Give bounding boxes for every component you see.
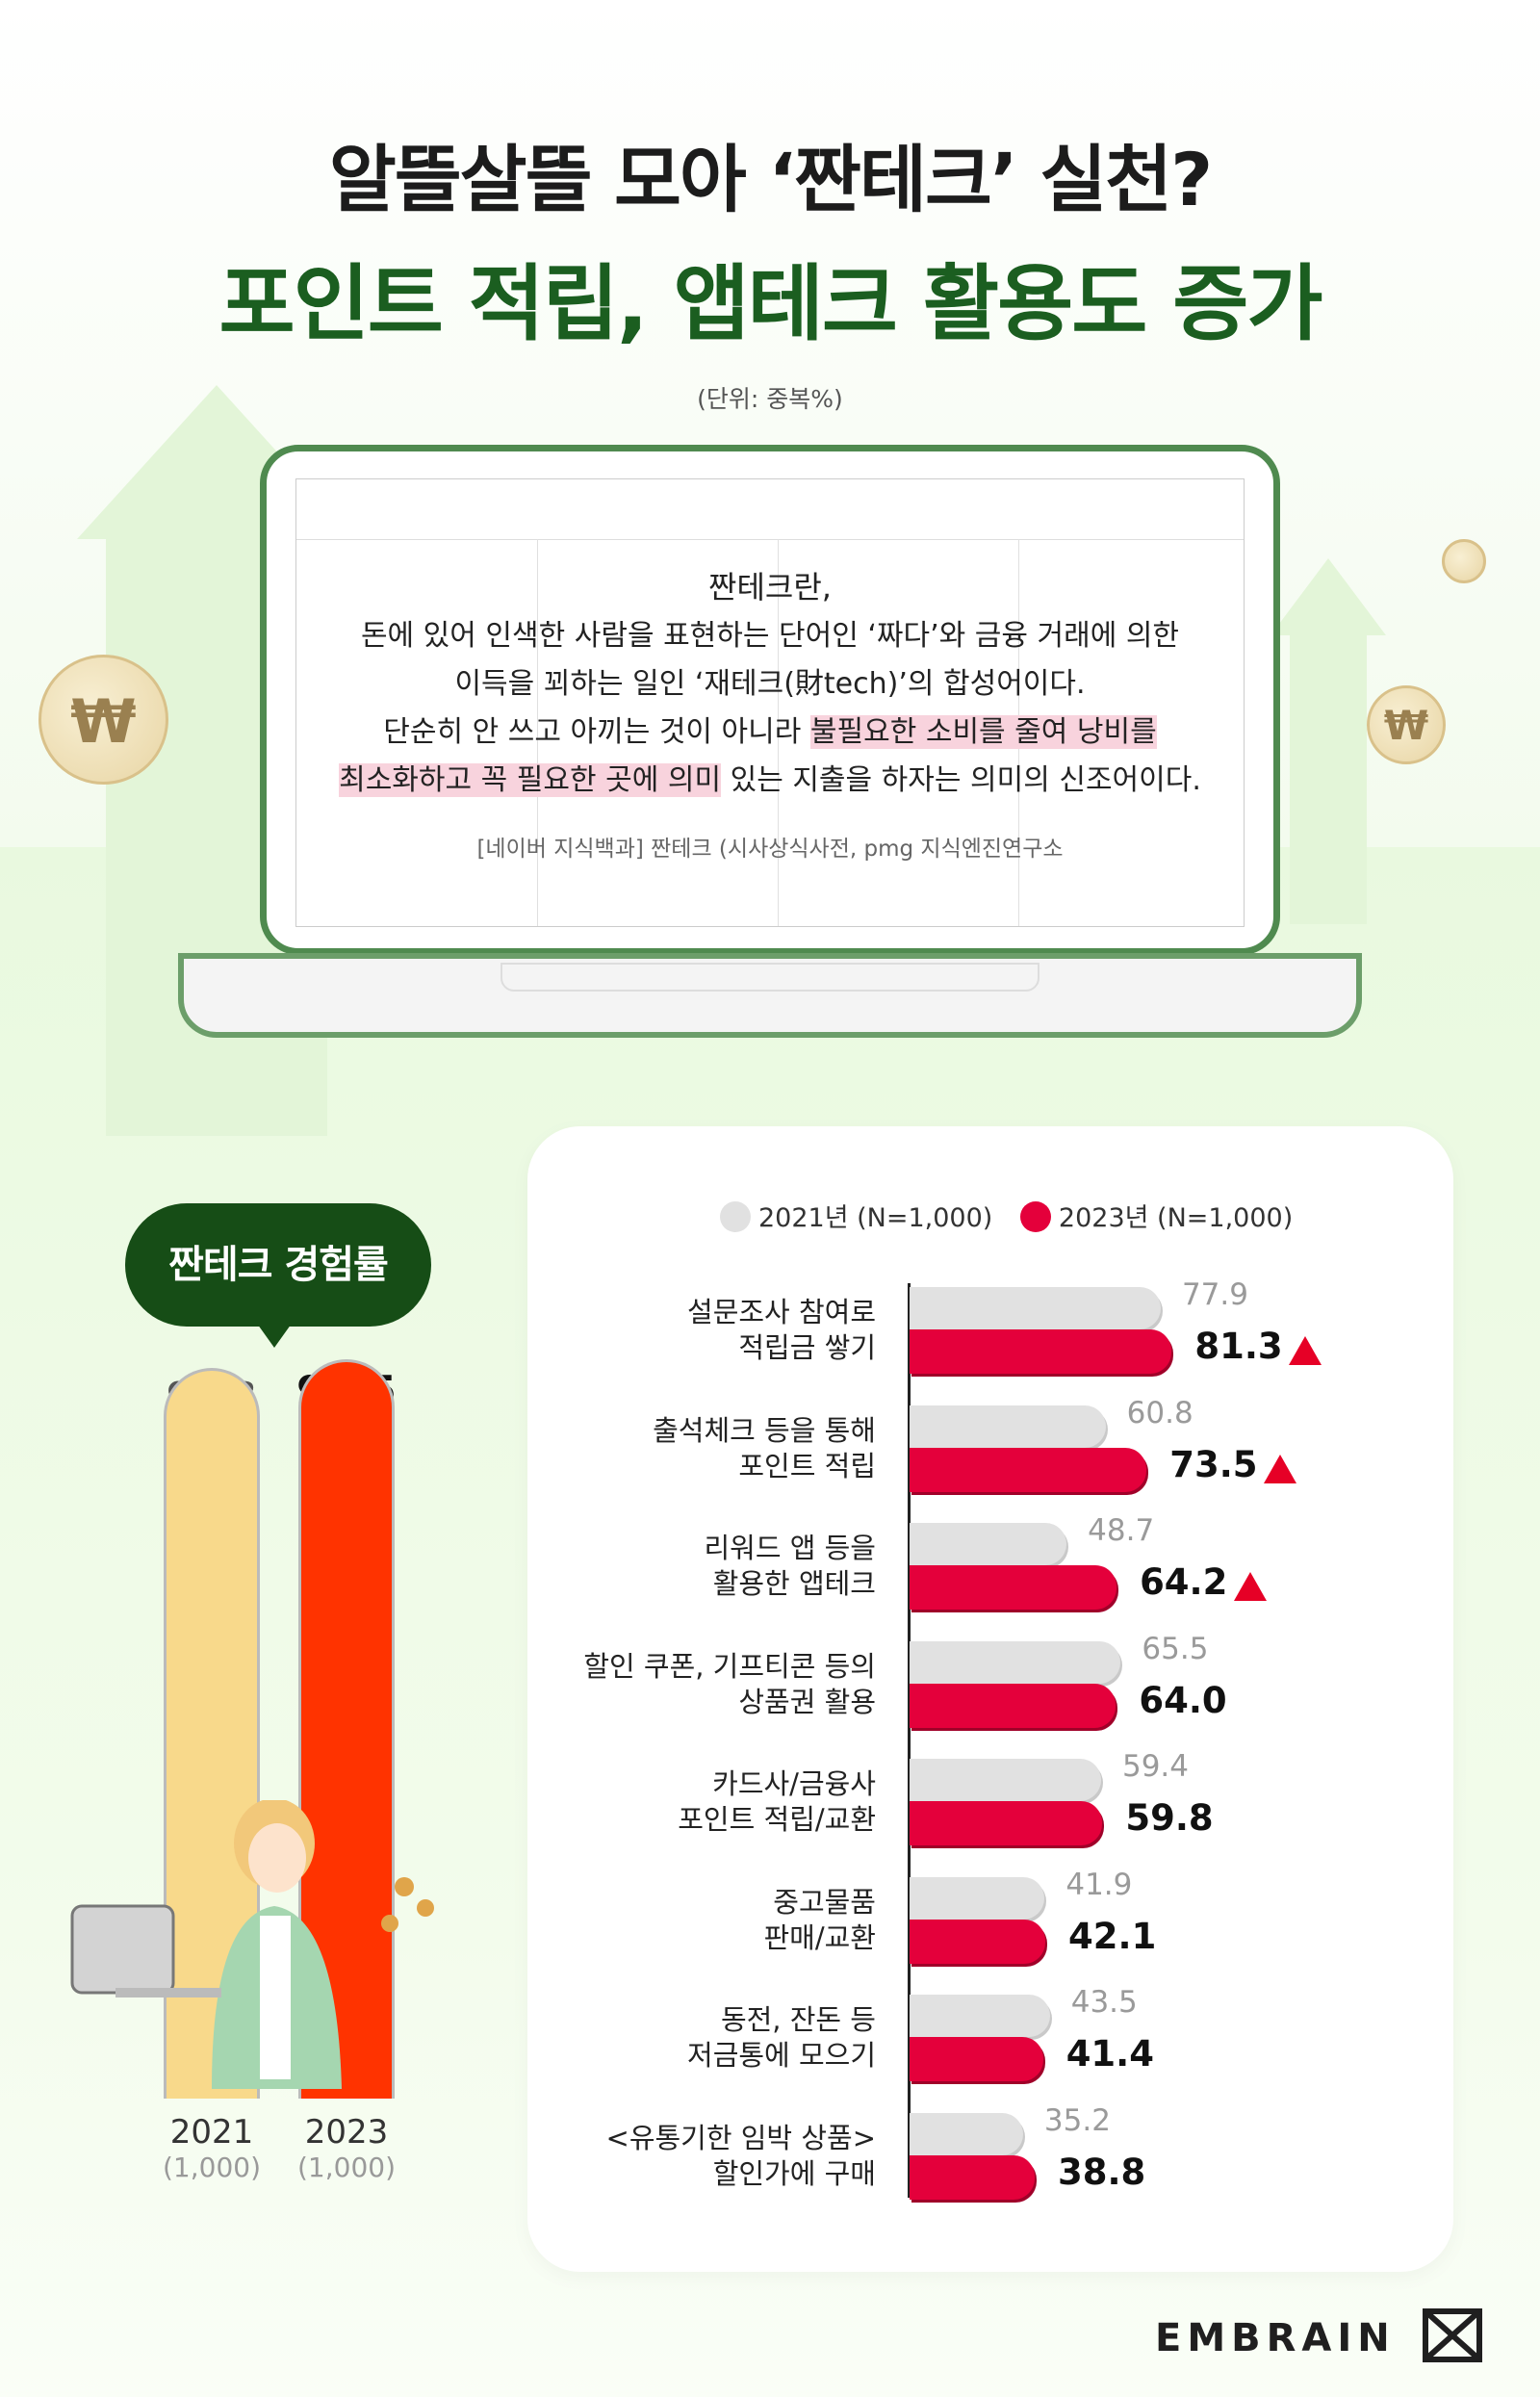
bar-2023 bbox=[910, 1919, 1046, 1964]
value-label-2021: 65.5 bbox=[1142, 1631, 1209, 1666]
definition-line: 단순히 안 쓰고 아끼는 것이 아니라 불필요한 소비를 줄여 낭비를 bbox=[383, 715, 1157, 749]
value-label-2023: 73.5 bbox=[1169, 1443, 1258, 1485]
legend-2021-label: 2021년 (N=1,000) bbox=[758, 1203, 993, 1233]
bubble-tail bbox=[255, 1321, 294, 1348]
bar-2021 bbox=[910, 2112, 1023, 2155]
value-label-2021: 77.9 bbox=[1181, 1277, 1248, 1312]
bar-2021 bbox=[910, 1640, 1121, 1684]
category-label: 할인 쿠폰, 기프티콘 등의 상품권 활용 bbox=[583, 1649, 876, 1718]
value-label-2023: 64.2 bbox=[1140, 1561, 1228, 1603]
value-label-2021: 35.2 bbox=[1043, 2102, 1111, 2138]
increase-triangle-icon bbox=[1264, 1454, 1297, 1483]
value-label-2021: 60.8 bbox=[1126, 1395, 1194, 1430]
definition-highlight: 최소화하고 꼭 필요한 곳에 의미 bbox=[339, 763, 722, 797]
value-label-2023: 59.8 bbox=[1125, 1797, 1214, 1839]
value-label-2021: 41.9 bbox=[1065, 1867, 1133, 1902]
definition-title: 짠테크란, bbox=[708, 569, 832, 606]
bar-2023 bbox=[910, 2037, 1043, 2081]
value-label-2023: 41.4 bbox=[1065, 2033, 1154, 2075]
legend-2023-label: 2023년 (N=1,000) bbox=[1058, 1203, 1294, 1233]
value-label-2023: 64.0 bbox=[1139, 1679, 1227, 1721]
value-label-2023: 42.1 bbox=[1068, 1915, 1157, 1957]
value-label-2023: 38.8 bbox=[1057, 2151, 1146, 2193]
experience-n-2021: (1,000) bbox=[162, 2152, 261, 2183]
page-subtitle: 포인트 적립, 앱테크 활용도 증가 bbox=[218, 256, 1323, 352]
category-label: <유통기한 임박 상품> 할인가에 구매 bbox=[605, 2121, 876, 2190]
category-label: 설문조사 참여로 적립금 쌓기 bbox=[687, 1296, 876, 1364]
increase-triangle-icon bbox=[1234, 1572, 1268, 1601]
legend-2021-dot bbox=[720, 1201, 751, 1232]
bar-2021 bbox=[910, 1995, 1050, 2037]
bar-2021 bbox=[910, 1287, 1161, 1329]
bar-2023 bbox=[910, 1447, 1147, 1492]
value-label-2021: 48.7 bbox=[1088, 1513, 1155, 1548]
coin-icon: ₩ bbox=[1367, 685, 1446, 764]
laptop-trackpad-edge bbox=[500, 963, 1040, 992]
definition-highlight: 불필요한 소비를 줄여 낭비를 bbox=[809, 715, 1157, 749]
bar-2021 bbox=[910, 1523, 1067, 1565]
experience-year-2023: 2023 bbox=[304, 2113, 389, 2152]
bar-2021 bbox=[910, 1876, 1045, 1920]
value-label-2023: 81.3 bbox=[1194, 1326, 1283, 1367]
bar-2023 bbox=[910, 2154, 1035, 2200]
laptop-base bbox=[178, 953, 1362, 1038]
experience-label-bubble: 짠테크 경험률 bbox=[125, 1203, 431, 1327]
person-illustration bbox=[70, 1800, 434, 2089]
brand-logo-mark bbox=[1422, 2308, 1482, 2362]
increase-triangle-icon bbox=[1289, 1336, 1322, 1365]
bar-2023 bbox=[910, 1329, 1172, 1374]
definition-line: 최소화하고 꼭 필요한 곳에 의미 있는 지출을 하자는 의미의 신조어이다. bbox=[339, 763, 1201, 797]
chart-legend: 2021년 (N=1,000) 2023년 (N=1,000) bbox=[720, 1197, 1293, 1234]
value-label-2021: 43.5 bbox=[1070, 1985, 1138, 2020]
category-label: 동전, 잔돈 등 저금통에 모으기 bbox=[687, 2003, 876, 2072]
value-label-2021: 59.4 bbox=[1121, 1749, 1190, 1784]
coin-icon bbox=[1442, 539, 1486, 583]
unit-label: (단위: 중복%) bbox=[697, 385, 843, 413]
definition-source: [네이버 지식백과] 짠테크 (시사상식사전, pmg 지식엔진연구소 bbox=[476, 837, 1064, 862]
legend-2023-dot bbox=[1019, 1201, 1051, 1232]
bar-2023 bbox=[910, 1801, 1103, 1845]
bar-2021 bbox=[910, 1405, 1106, 1448]
definition-line: 돈에 있어 인색한 사람을 표현하는 단어인 ‘짜다’와 금융 거래에 의한 bbox=[360, 619, 1180, 653]
bar-2021 bbox=[910, 1759, 1101, 1801]
experience-n-2023: (1,000) bbox=[296, 2152, 396, 2183]
laptop-screen bbox=[260, 445, 1280, 955]
bar-2023 bbox=[910, 1683, 1116, 1728]
experience-year-2021: 2021 bbox=[169, 2113, 254, 2152]
category-label: 리워드 앱 등을 활용한 앱테크 bbox=[704, 1532, 876, 1600]
category-label: 중고물품 판매/교환 bbox=[763, 1885, 877, 1954]
bar-2023 bbox=[910, 1565, 1117, 1610]
brand-logo: EMBRAIN bbox=[1155, 2308, 1482, 2362]
coin-icon: ₩ bbox=[38, 655, 168, 785]
definition-line: 이득을 꾀하는 일인 ‘재테크(財tech)’의 합성어이다. bbox=[454, 667, 1086, 701]
page-title: 알뜰살뜰 모아 ‘짠테크’ 실천? bbox=[328, 137, 1213, 222]
category-label: 카드사/금융사 포인트 적립/교환 bbox=[678, 1767, 876, 1836]
chart-axis bbox=[908, 1283, 911, 2198]
category-label: 출석체크 등을 통해 포인트 적립 bbox=[653, 1413, 876, 1482]
